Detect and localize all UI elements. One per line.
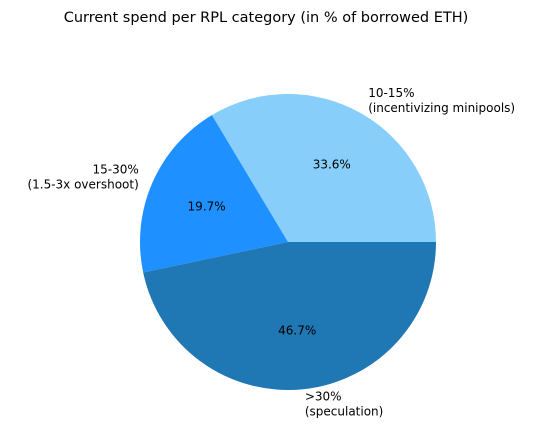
slice-category-label-1-line-2: (incentivizing minipools)	[368, 101, 515, 115]
pie-labels: 33.6% 10-15%(incentivizing minipools) 19.7…	[27, 86, 515, 419]
pie-slices	[139, 93, 437, 390]
slice-percent-label-1: 33.6%	[313, 158, 351, 172]
slice-category-label-3-line-1: >30%	[305, 389, 342, 403]
pie-slice-1	[211, 93, 437, 243]
pie-slice-3	[143, 242, 436, 390]
slice-percent-label-3: 46.7%	[278, 323, 316, 337]
pie-slice-2	[139, 115, 288, 273]
slice-category-label-2-line-1: 15-30%	[93, 162, 139, 176]
slice-category-label-2-line-2: (1.5-3x overshoot)	[27, 177, 138, 191]
slice-category-label-3-line-2: (speculation)	[305, 404, 384, 418]
slice-percent-label-2: 19.7%	[188, 199, 226, 213]
chart-title: Current spend per RPL category (in % of …	[64, 10, 469, 26]
slice-category-label-1-line-1: 10-15%	[368, 86, 414, 100]
